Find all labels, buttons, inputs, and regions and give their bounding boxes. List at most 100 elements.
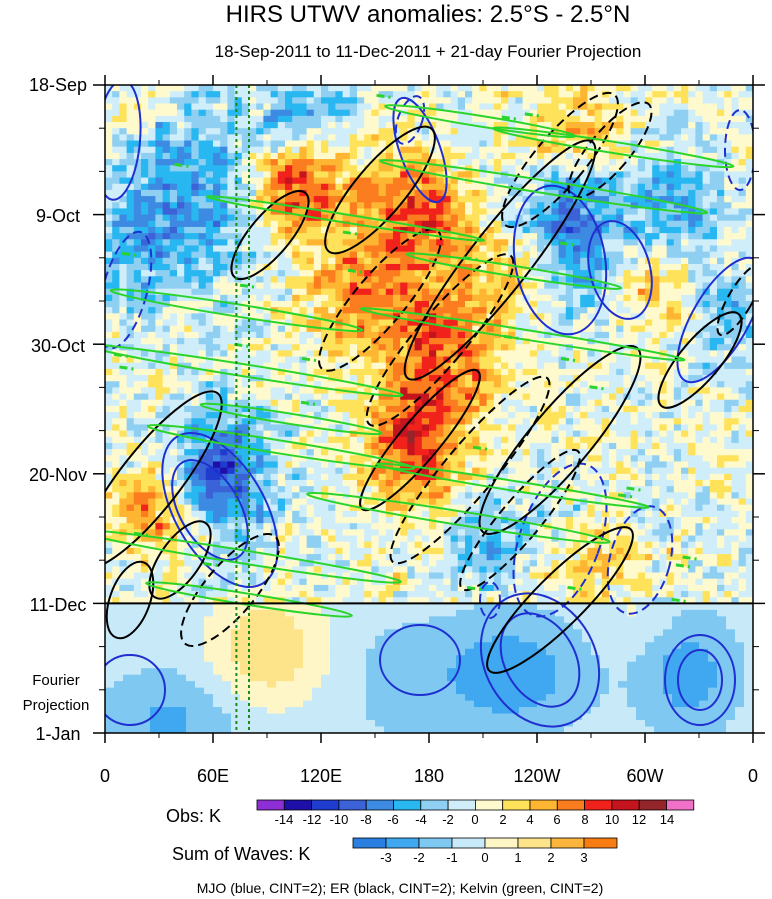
kelvin-contour <box>206 195 486 242</box>
kelvin-contour <box>306 492 611 544</box>
mjo-contour <box>105 654 166 726</box>
kelvin-dash <box>567 585 582 591</box>
obs-colorbar-label: 12 <box>632 812 646 827</box>
obs-colorbar-swatch <box>611 799 640 811</box>
kelvin-dash <box>300 400 316 406</box>
kelvin-contour <box>146 424 416 471</box>
er-contour <box>716 263 753 337</box>
chart-subtitle: 18-Sep-2011 to 11-Dec-2011 + 21-day Four… <box>215 42 642 61</box>
kelvin-dash <box>203 562 218 568</box>
er-contour <box>501 91 619 229</box>
wave-colorbar-swatch <box>451 837 486 849</box>
obs-colorbar-label: 6 <box>553 812 560 827</box>
mjo-contour <box>499 612 581 708</box>
y-tick-label: 11-Dec <box>30 595 87 615</box>
y-tick-label: 30-Oct <box>31 336 85 356</box>
wave-colorbar-label: 2 <box>547 850 554 865</box>
obs-anomaly-field <box>105 85 753 604</box>
kelvin-dash <box>589 385 604 391</box>
kelvin-dash <box>113 352 129 358</box>
er-contour <box>365 253 515 427</box>
x-tick-label: 120W <box>513 766 560 786</box>
projection-label: Projection <box>23 697 90 714</box>
kelvin-dash <box>347 268 363 274</box>
obs-colorbar-label: -4 <box>415 812 427 827</box>
er-contour <box>148 520 212 600</box>
x-tick-label: 120E <box>300 766 342 786</box>
mjo-contour <box>677 649 723 711</box>
kelvin-dash <box>466 585 482 591</box>
kelvin-contour <box>379 159 709 215</box>
mjo-contour <box>676 256 753 384</box>
kelvin-contour <box>491 126 735 169</box>
kelvin-dash <box>174 162 189 168</box>
kelvin-dash <box>559 241 575 247</box>
wave-colorbar-swatch <box>484 837 519 849</box>
obs-colorbar-swatch <box>447 799 476 811</box>
kelvin-contour <box>359 307 686 362</box>
obs-colorbar-swatch <box>474 799 504 811</box>
kelvin-dash <box>671 597 686 603</box>
obs-colorbar-swatch <box>311 799 340 811</box>
plot-area <box>105 85 753 733</box>
wave-colorbar-swatch <box>583 837 618 849</box>
x-tick-label: 180 <box>414 766 444 786</box>
kelvin-contour <box>199 402 383 436</box>
wave-colorbar-label: -2 <box>413 850 425 865</box>
obs-colorbar-label: -2 <box>442 812 454 827</box>
wave-colorbar-swatch <box>385 837 420 849</box>
y-tick-label: 20-Nov <box>29 465 87 485</box>
obs-colorbar-swatch <box>666 799 695 811</box>
mjo-contour <box>724 109 753 191</box>
kelvin-dash <box>472 445 488 451</box>
wave-colorbar-swatch <box>550 837 585 849</box>
kelvin-dash <box>503 334 519 340</box>
x-tick-label: 0 <box>748 766 758 786</box>
wave-colorbar-swatch <box>418 837 453 849</box>
projection-field <box>105 603 753 733</box>
x-tick-label: 60E <box>197 766 229 786</box>
er-contour <box>230 189 310 281</box>
kelvin-contour <box>105 529 402 584</box>
wave-colorbar-label: 3 <box>580 850 587 865</box>
mjo-contour <box>379 624 461 696</box>
obs-colorbar-swatch <box>502 799 531 811</box>
obs-colorbar-label: -8 <box>360 812 372 827</box>
wave-colorbar-label: 0 <box>481 850 488 865</box>
obs-colorbar-label: 2 <box>499 812 506 827</box>
obs-colorbar-label: -10 <box>330 812 349 827</box>
obs-colorbar-swatch <box>283 799 312 811</box>
kelvin-dash <box>675 563 691 569</box>
wave-colorbar-label: -3 <box>380 850 392 865</box>
kelvin-contour <box>109 288 364 333</box>
obs-colorbar-label: -14 <box>275 812 294 827</box>
obs-colorbar-swatch <box>584 799 613 811</box>
kelvin-dash <box>617 493 633 499</box>
contour-legend: MJO (blue, CINT=2); ER (black, CINT=2); … <box>197 880 604 896</box>
kelvin-dash <box>626 486 641 492</box>
kelvin-dash <box>133 531 149 537</box>
er-contour <box>486 526 634 674</box>
obs-colorbar-swatch <box>420 799 449 811</box>
er-contour <box>105 390 223 570</box>
mjo-contour <box>512 184 608 336</box>
mjo-contour <box>606 505 674 615</box>
er-contour <box>459 448 581 592</box>
obs-colorbar-title: Obs: K <box>166 806 221 826</box>
kelvin-contour <box>405 252 623 290</box>
kelvin-dash <box>501 115 517 121</box>
obs-colorbar-swatch <box>365 799 394 811</box>
kelvin-dash <box>560 357 576 362</box>
wave-colorbar-title: Sum of Waves: K <box>172 844 310 864</box>
kelvin-contour <box>145 581 353 618</box>
chart-title: HIRS UTWV anomalies: 2.5°S - 2.5°N <box>226 1 631 28</box>
y-tick-label: 18-Sep <box>29 75 87 95</box>
er-contour <box>324 125 436 255</box>
wave-contours <box>105 85 753 728</box>
wave-colorbar-labels: -3 -2 -1 0 1 2 3 <box>380 850 587 865</box>
y-tick-label: 1-Jan <box>35 724 80 744</box>
kelvin-contour <box>375 462 650 509</box>
er-contour <box>105 560 155 640</box>
obs-colorbar-label: 10 <box>605 812 619 827</box>
